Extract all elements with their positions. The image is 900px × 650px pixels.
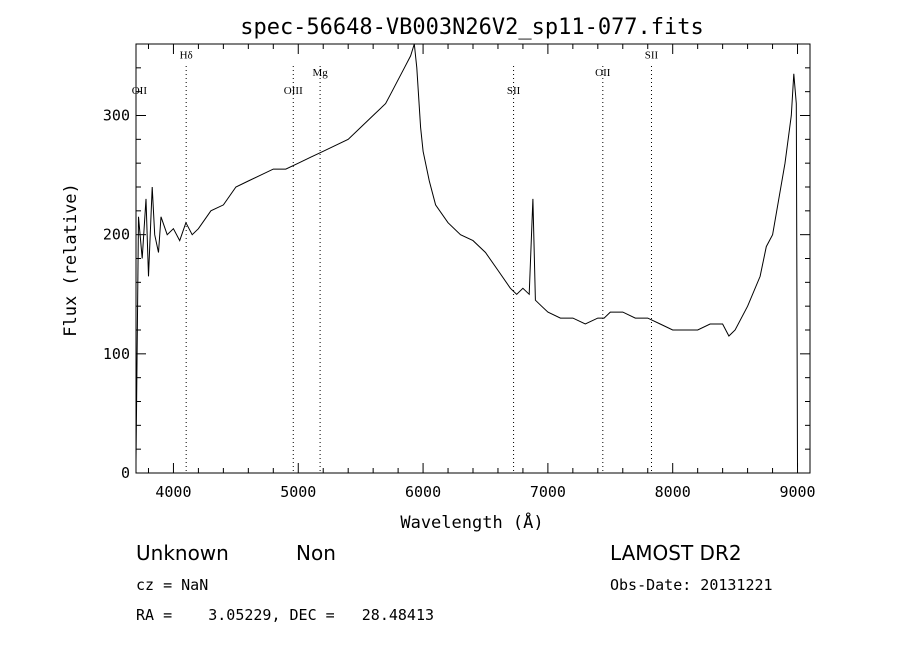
x-axis-label: Wavelength (Å) <box>400 511 543 533</box>
object-subclass: Non <box>296 541 336 565</box>
object-class: Unknown <box>136 541 229 565</box>
spectral-line-label: Hδ <box>180 49 193 61</box>
coordinates: RA = 3.05229, DEC = 28.48413 <box>136 606 434 624</box>
spectral-line-label: Mg <box>312 67 328 79</box>
redshift-value: cz = NaN <box>136 576 208 594</box>
obs-date: Obs-Date: 20131221 <box>610 576 773 594</box>
chart-title: spec-56648-VB003N26V2_sp11-077.fits <box>240 15 704 40</box>
spectral-line-label: SII <box>645 49 659 61</box>
spectral-line-label: OII <box>132 85 148 97</box>
y-tick-label: 100 <box>103 345 130 363</box>
x-tick-label: 5000 <box>280 483 316 501</box>
x-tick-label: 4000 <box>155 483 191 501</box>
x-tick-label: 6000 <box>405 483 441 501</box>
x-tick-label: 8000 <box>655 483 691 501</box>
spectrum-line <box>135 43 798 468</box>
survey-name: LAMOST DR2 <box>610 541 742 565</box>
spectral-line-label: OII <box>595 67 611 79</box>
x-tick-label: 9000 <box>779 483 815 501</box>
plot-frame <box>135 43 811 474</box>
plot-area: 4000 5000 6000 7000 8000 90000100200300OIIHδO… <box>103 43 816 501</box>
y-tick-label: 300 <box>103 107 130 125</box>
y-tick-label: 0 <box>121 464 130 482</box>
spectral-line-label: SII <box>507 85 521 97</box>
y-tick-label: 200 <box>103 226 130 244</box>
spectral-line-label: OIII <box>284 85 303 97</box>
y-axis-label: Flux (relative) <box>61 183 81 337</box>
x-tick-label: 7000 <box>530 483 566 501</box>
